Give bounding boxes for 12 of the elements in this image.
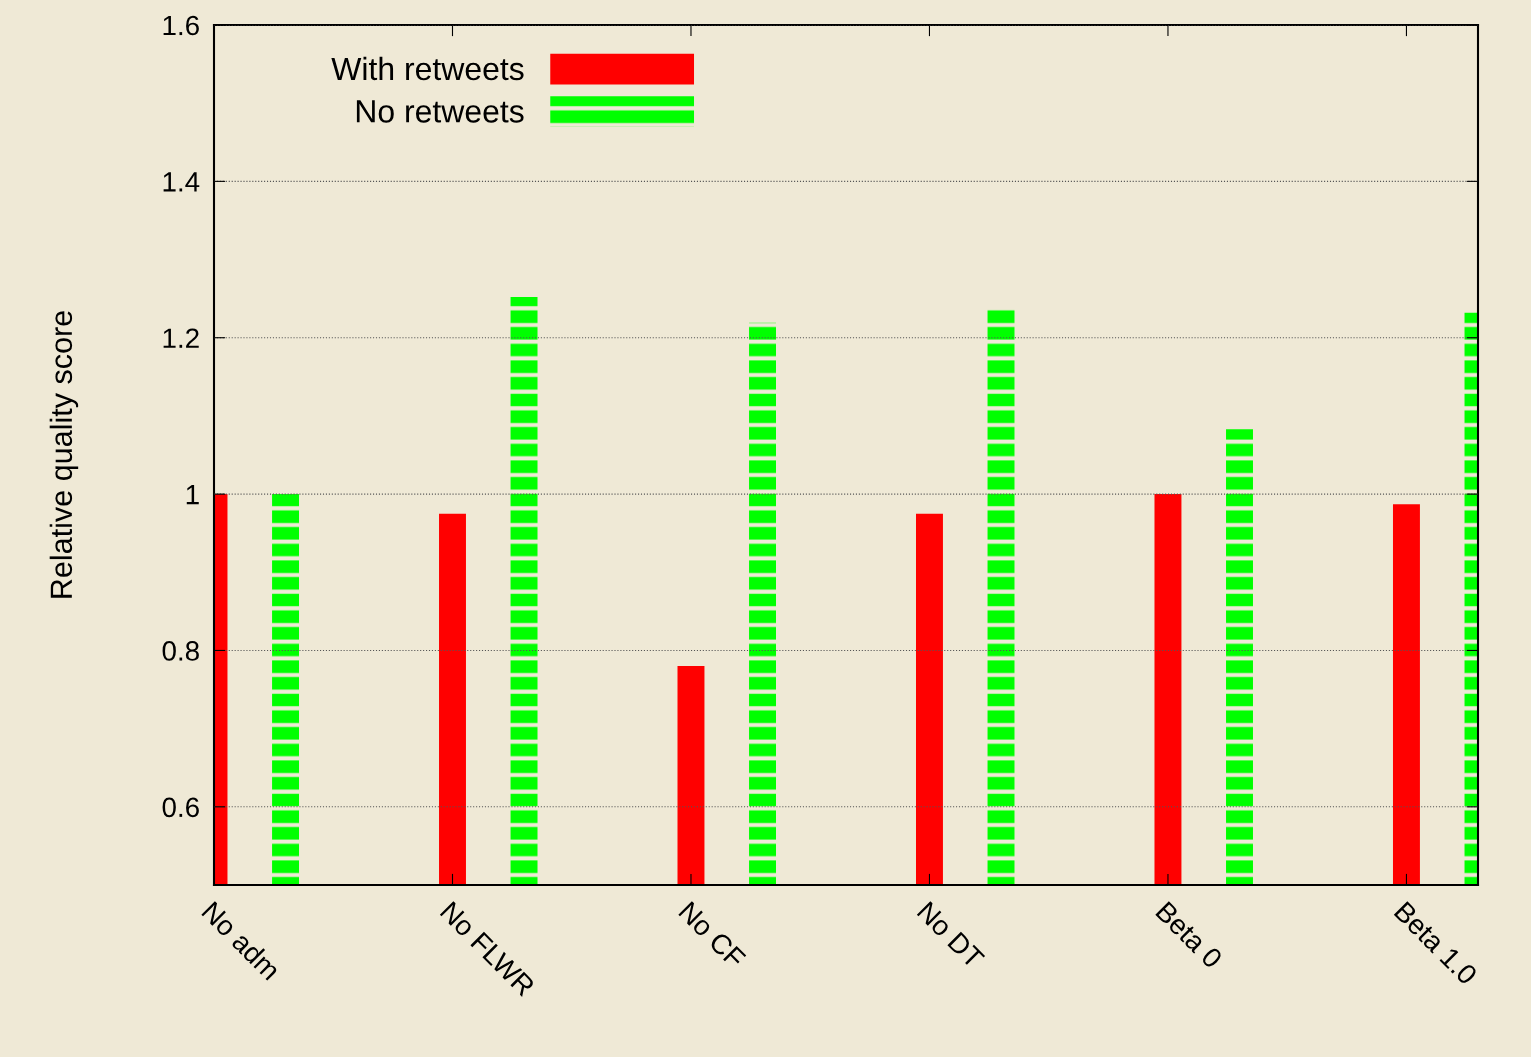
y-tick-label: 1.2 [163,328,199,348]
legend-label: With retweets [331,56,524,81]
y-tick-label: 0.8 [162,641,199,661]
y-tick-label: 1.4 [163,172,200,192]
y-tick-label: 1 [186,485,199,505]
y-tick-label: 0.6 [162,797,199,818]
x-tick-label: No CF [678,901,747,970]
x-tick-label: No adm [201,900,282,981]
y-tick-label: 1.6 [163,15,199,36]
legend-label: No retweets [356,100,524,123]
x-tick-label: No DT [916,901,986,970]
y-axis-title: Relative quality score [49,311,79,598]
